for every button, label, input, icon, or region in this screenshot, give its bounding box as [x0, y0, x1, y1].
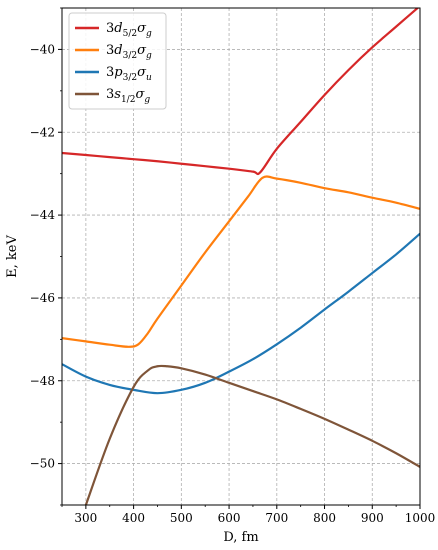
x-tick-label: 300	[74, 511, 97, 525]
legend-item: 3p3/2σu	[75, 65, 152, 83]
y-tick-label: −50	[30, 457, 55, 471]
y-axis-label: E, keV	[5, 235, 20, 278]
series-3p32-line	[62, 232, 420, 395]
x-tick-label: 700	[265, 511, 288, 525]
legend-label: 3d3/2σg	[106, 43, 152, 61]
legend-item: 3d3/2σg	[75, 43, 152, 61]
legend-label: 3s1/2σg	[106, 87, 150, 105]
series-3d32-line	[62, 175, 420, 348]
y-tick-label: −40	[30, 42, 55, 56]
x-tick-label: 800	[313, 511, 336, 525]
x-tick-label: 400	[122, 511, 145, 525]
legend: 3d5/2σg 3d3/2σg 3p3/2σu 3s1/2σg	[68, 12, 167, 110]
series-lines	[62, 8, 420, 505]
y-axis-ticks: −50 −48 −46 −44 −42 −40	[30, 7, 62, 506]
x-axis-ticks: 300 400 500 600 700 800 900 1000	[61, 505, 436, 525]
legend-label: 3d5/2σg	[106, 21, 152, 39]
legend-box	[68, 12, 167, 110]
x-tick-label: 500	[170, 511, 193, 525]
series-3d52-line	[62, 8, 420, 176]
x-tick-label: 1000	[405, 511, 436, 525]
y-tick-label: −48	[30, 374, 55, 388]
legend-item: 3s1/2σg	[75, 87, 150, 105]
y-tick-label: −46	[30, 291, 55, 305]
series-3s12-line	[84, 364, 420, 505]
legend-label: 3p3/2σu	[106, 65, 152, 83]
x-tick-label: 900	[361, 511, 384, 525]
y-tick-label: −44	[30, 208, 56, 222]
x-axis-label: D, fm	[223, 530, 258, 545]
y-tick-label: −42	[30, 125, 55, 139]
x-tick-label: 600	[218, 511, 241, 525]
legend-item: 3d5/2σg	[75, 21, 152, 39]
